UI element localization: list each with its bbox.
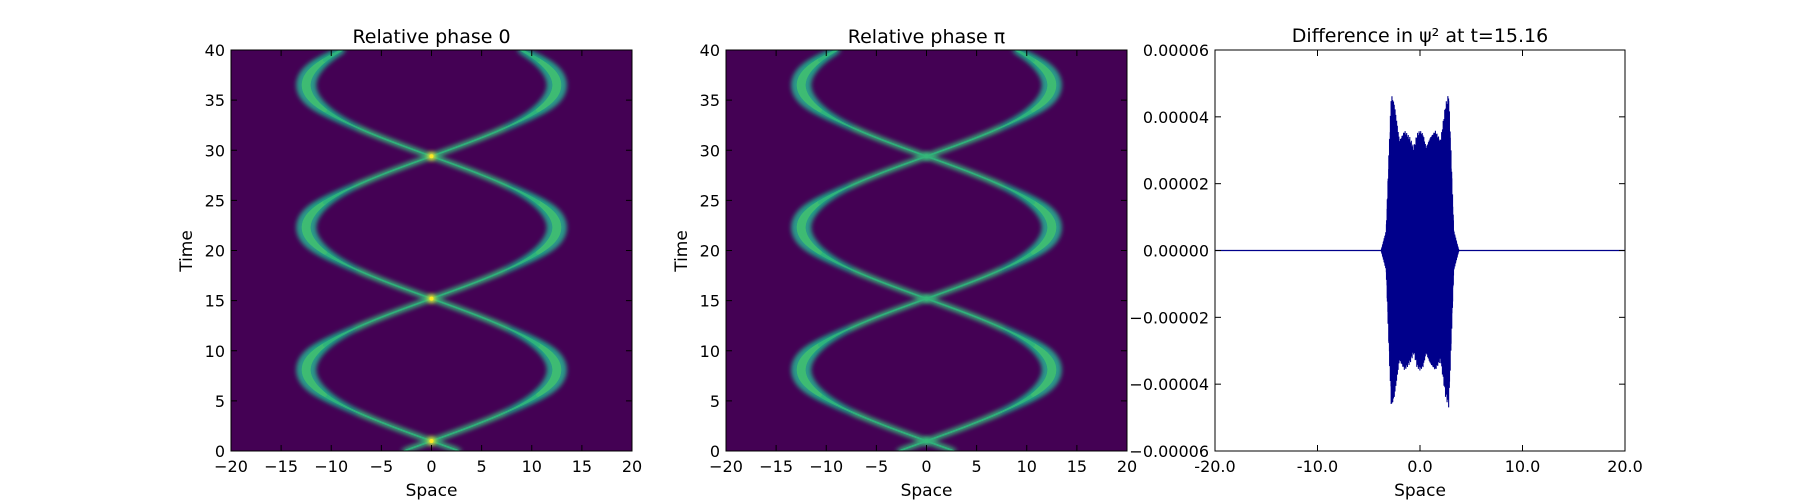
crossing-peak-core [924,438,929,443]
series-line [1380,96,1460,408]
line-panel-difference: -20.0 -10.0 0.0 10.0 20.0 −0.00006−0.00004−0… [1129,25,1642,500]
x-tick-label: 15 [1067,457,1087,476]
x-ticks: −20 −15 −10 −5 0 5 10 15 20 [214,50,642,476]
y-tick-label: 0.00002 [1143,175,1209,194]
y-tick-label: 0 [215,442,225,461]
y-tick-label: 10 [205,342,225,361]
heatmap-panel-phase-0: −20 −15 −10 −5 0 5 10 15 20 0 5 10 15 20 25 30 35 40 Rel… [177,26,642,500]
x-tick-label: 0 [426,457,436,476]
x-axis-label: Space [901,481,953,500]
y-tick-label: 15 [700,292,720,311]
y-tick-label: 25 [700,191,720,210]
y-tick-label: 5 [710,392,720,411]
y-axis-label: Time [672,230,692,273]
plot-series [1215,96,1625,408]
x-tick-label: -20.0 [1194,457,1235,476]
x-tick-label: 10 [522,457,542,476]
crossing-peak-core [924,154,929,159]
y-tick-label: 0 [710,442,720,461]
chart-title: Relative phase 0 [352,26,510,48]
crossing-peak-core [429,296,434,301]
x-tick-label: -10.0 [1297,457,1338,476]
x-tick-label: 20 [622,457,642,476]
x-tick-label: 5 [972,457,982,476]
x-ticks: -20.0 -10.0 0.0 10.0 20.0 [1194,50,1643,476]
chart-title: Relative phase π [848,26,1005,48]
y-ticks: 0 5 10 15 20 25 30 35 40 [205,41,632,461]
y-tick-label: 20 [205,242,225,261]
heatmap-background [726,50,1127,451]
trajectory-core [796,50,1057,451]
y-tick-label: −0.00006 [1129,442,1209,461]
trajectory-core [301,50,562,451]
y-tick-label: 0.00004 [1143,108,1209,127]
x-tick-label: −5 [370,457,394,476]
y-tick-label: −0.00002 [1129,308,1209,327]
x-tick-label: 20 [1117,457,1137,476]
crossing-peak-core [429,154,434,159]
crossing-peak-core [924,296,929,301]
y-tick-label: −0.00004 [1129,375,1209,394]
x-tick-label: −5 [865,457,889,476]
y-tick-label: 25 [205,191,225,210]
crossing-peak-core [429,438,434,443]
y-tick-label: 20 [700,242,720,261]
y-tick-label: 5 [215,392,225,411]
x-tick-label: −15 [759,457,793,476]
x-tick-label: 0.0 [1407,457,1432,476]
y-tick-label: 0.00006 [1143,41,1209,60]
y-tick-label: 35 [700,91,720,110]
x-tick-label: 10.0 [1505,457,1541,476]
chart-title: Difference in ψ² at t=15.16 [1292,25,1548,47]
x-tick-label: −15 [264,457,298,476]
y-axis-label: Time [177,230,197,273]
y-tick-label: 30 [205,141,225,160]
x-tick-label: 0 [921,457,931,476]
x-tick-label: −20 [214,457,248,476]
y-tick-label: 40 [700,41,720,60]
x-tick-label: 5 [477,457,487,476]
x-tick-label: −10 [809,457,843,476]
heatmap-background [231,50,632,451]
y-ticks: 0 5 10 15 20 25 30 35 40 [700,41,1127,461]
heatmap-panel-phase-pi: −20 −15 −10 −5 0 5 10 15 20 0 5 10 15 20 25 30 35 40 Rel… [672,26,1137,500]
x-tick-label: 20.0 [1607,457,1643,476]
x-tick-label: 15 [572,457,592,476]
x-tick-label: −10 [314,457,348,476]
y-tick-label: 0.00000 [1143,242,1209,261]
y-tick-label: 10 [700,342,720,361]
x-ticks: −20 −15 −10 −5 0 5 10 15 20 [709,50,1137,476]
x-tick-label: 10 [1017,457,1037,476]
y-tick-label: 35 [205,91,225,110]
y-tick-label: 40 [205,41,225,60]
y-tick-label: 30 [700,141,720,160]
heatmap-traces [296,50,567,451]
x-axis-label: Space [406,481,458,500]
x-axis-label: Space [1394,481,1446,500]
heatmap-traces [791,50,1062,451]
y-ticks: −0.00006 −0.00004 −0.00002 0.00000 0.00002 0.… [1129,41,1625,461]
y-tick-label: 15 [205,292,225,311]
x-tick-label: −20 [709,457,743,476]
